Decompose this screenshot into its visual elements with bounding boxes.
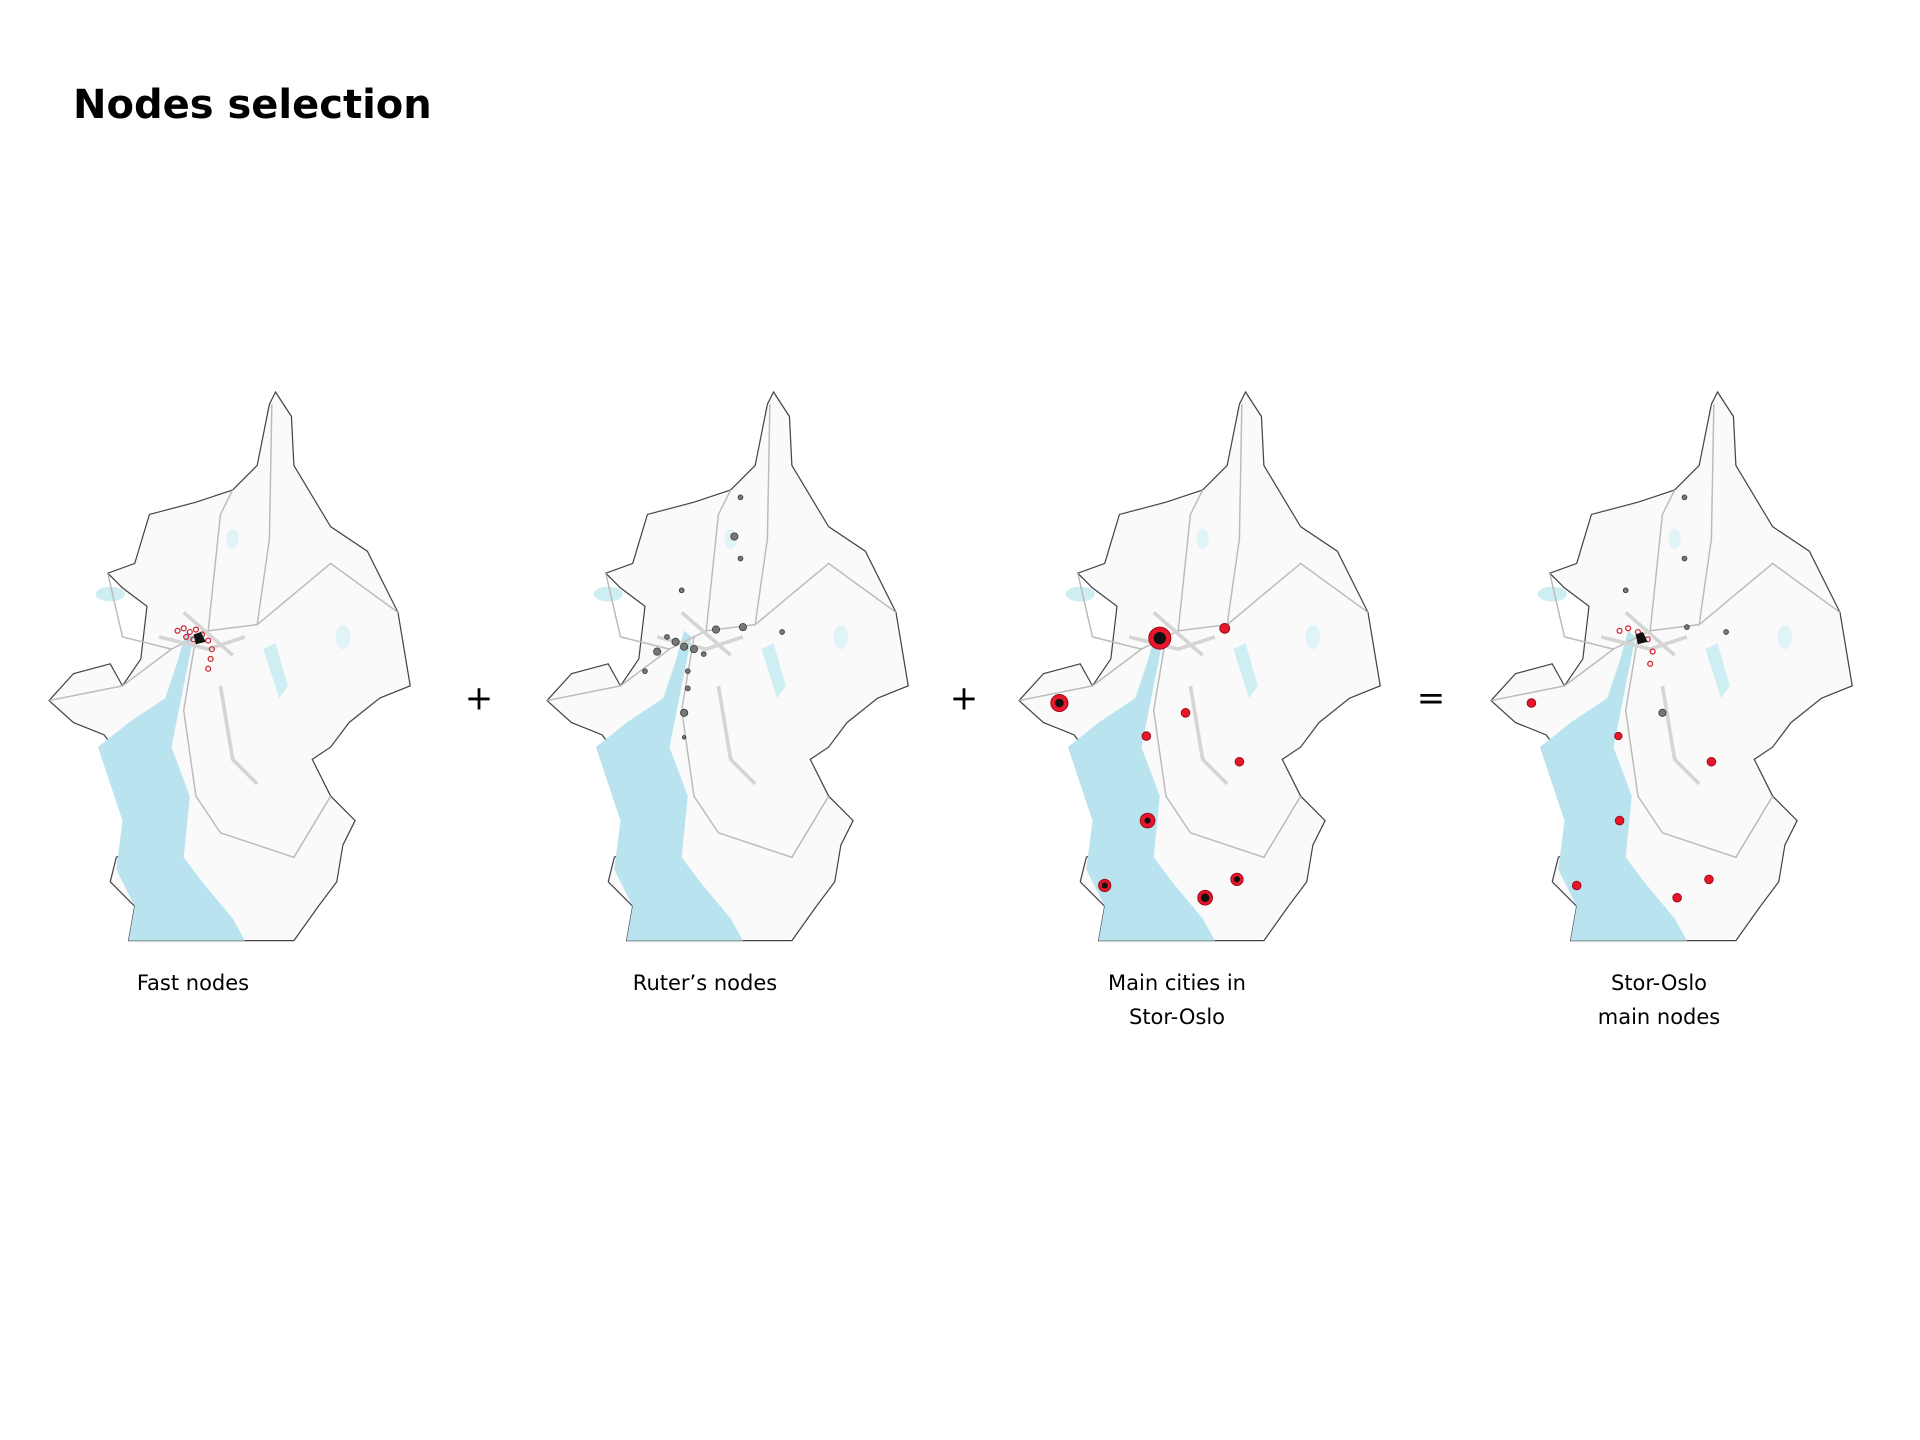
caption-line: Main cities in bbox=[1108, 971, 1246, 995]
operator: + bbox=[950, 679, 979, 719]
caption-line: main nodes bbox=[1598, 1005, 1721, 1029]
operator: = bbox=[1417, 679, 1446, 719]
caption: Fast nodes bbox=[137, 971, 249, 995]
caption: Main cities in Stor-Oslo bbox=[1108, 971, 1246, 1029]
caption: Stor-Oslo main nodes bbox=[1598, 971, 1721, 1029]
map-ruter-nodes bbox=[545, 390, 911, 943]
caption-line: Stor-Oslo bbox=[1611, 971, 1707, 995]
caption-line: Fast nodes bbox=[137, 971, 249, 995]
map-fast-nodes bbox=[47, 390, 413, 943]
map-main-cities bbox=[1017, 390, 1383, 943]
caption: Ruter’s nodes bbox=[633, 971, 777, 995]
title: Nodes selection bbox=[73, 82, 432, 128]
operator: + bbox=[465, 679, 494, 719]
caption-line: Stor-Oslo bbox=[1129, 1005, 1225, 1029]
map-main-nodes bbox=[1489, 390, 1855, 943]
caption-line: Ruter’s nodes bbox=[633, 971, 777, 995]
